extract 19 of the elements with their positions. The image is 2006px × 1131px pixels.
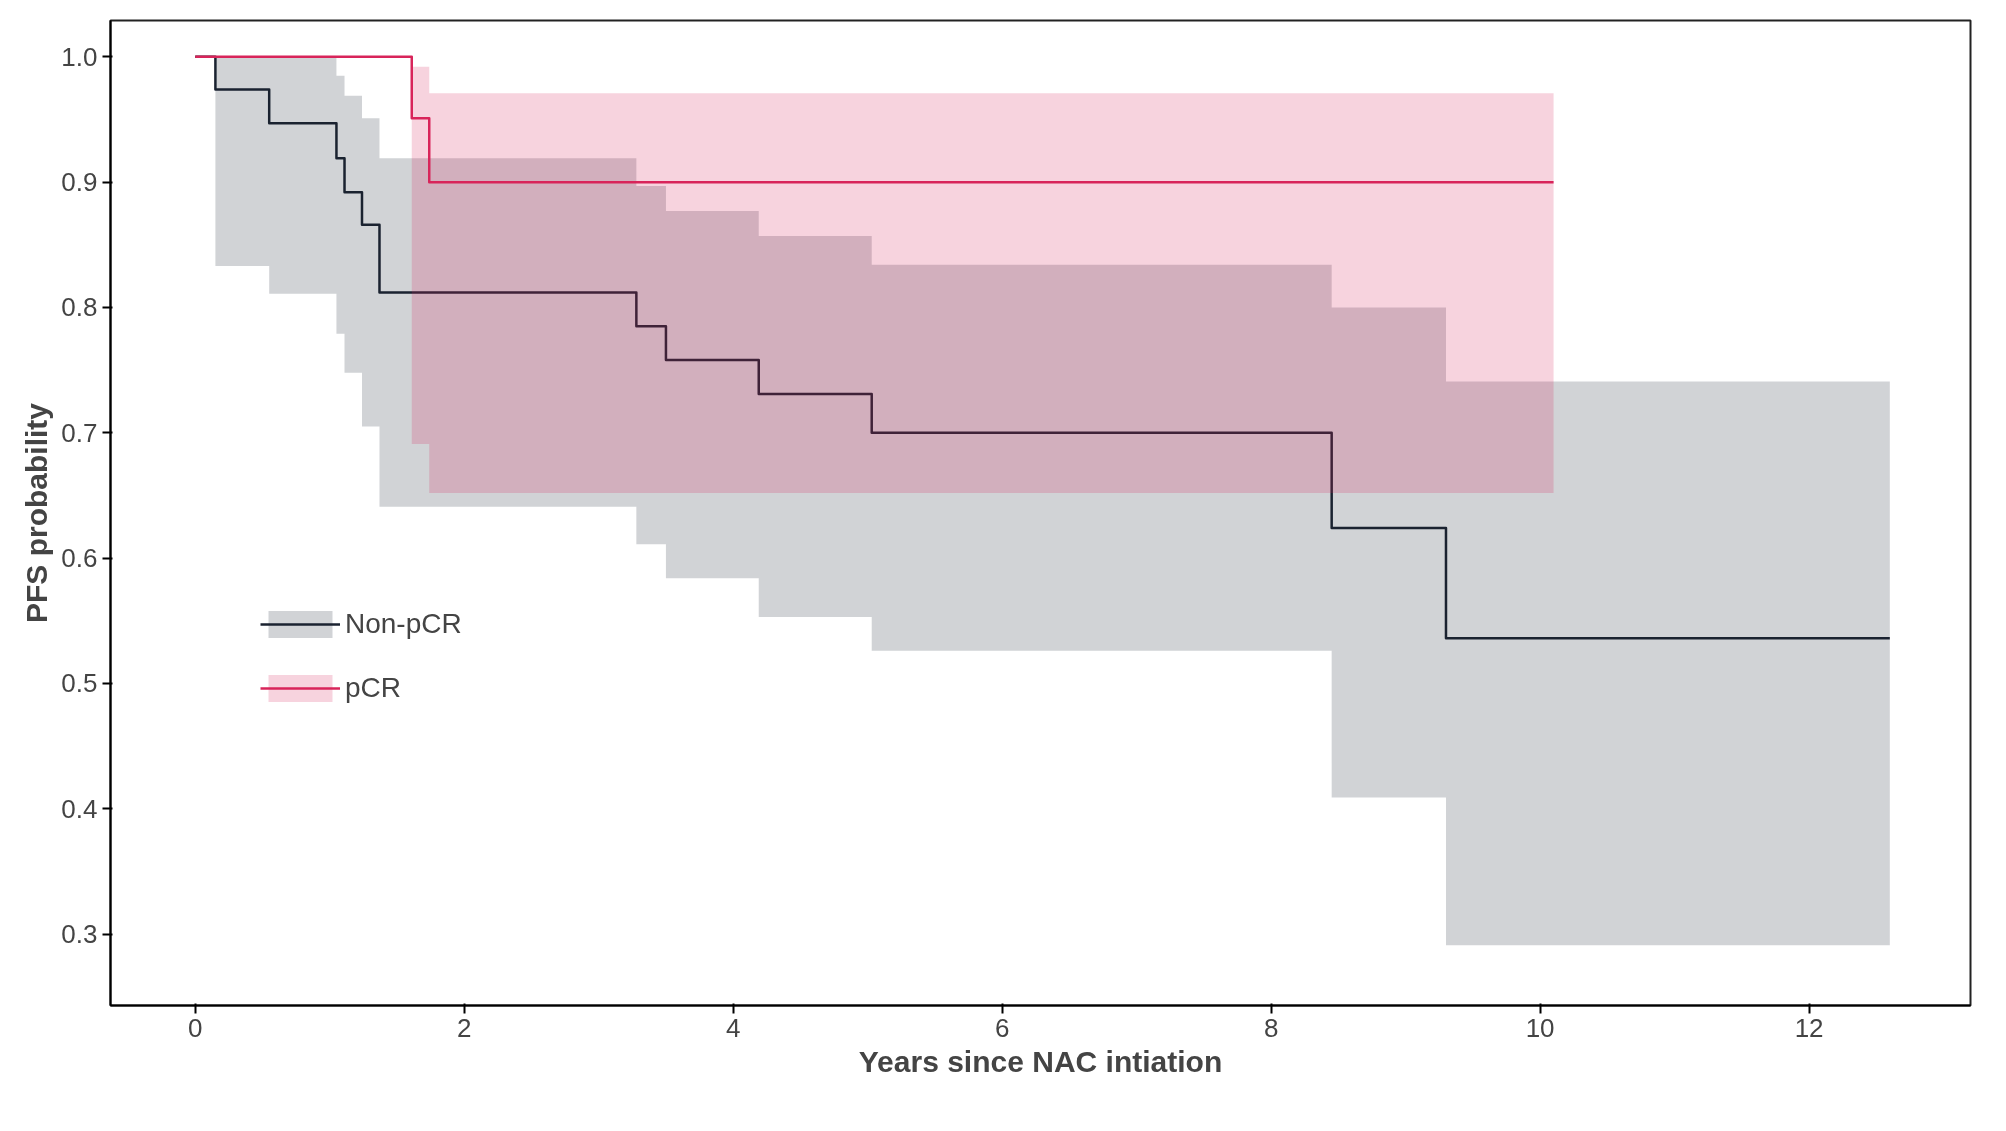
x-axis-title: Years since NAC intiation [858, 1044, 1223, 1078]
x-tick-label: 6 [994, 1012, 1010, 1043]
x-tick-label: 10 [1525, 1012, 1555, 1043]
x-tick-label: 12 [1794, 1012, 1824, 1043]
legend-label: Non-pCR [345, 608, 462, 640]
y-tick-label: 0.7 [61, 417, 98, 448]
y-tick-label: 1.0 [61, 41, 98, 72]
legend-label: pCR [345, 672, 402, 704]
y-tick-label: 0.3 [61, 919, 98, 950]
x-tick-label: 2 [456, 1012, 472, 1043]
y-tick-label: 0.9 [61, 167, 98, 198]
y-tick-label: 0.5 [61, 668, 98, 699]
x-tick-label: 8 [1263, 1012, 1279, 1043]
y-tick-label: 0.6 [61, 543, 98, 574]
x-tick-label: 0 [188, 1012, 203, 1043]
x-tick-label: 4 [725, 1012, 741, 1043]
y-axis-title: PFS probability [20, 402, 54, 624]
y-tick-label: 0.4 [61, 793, 98, 824]
y-tick-label: 0.8 [61, 292, 98, 323]
